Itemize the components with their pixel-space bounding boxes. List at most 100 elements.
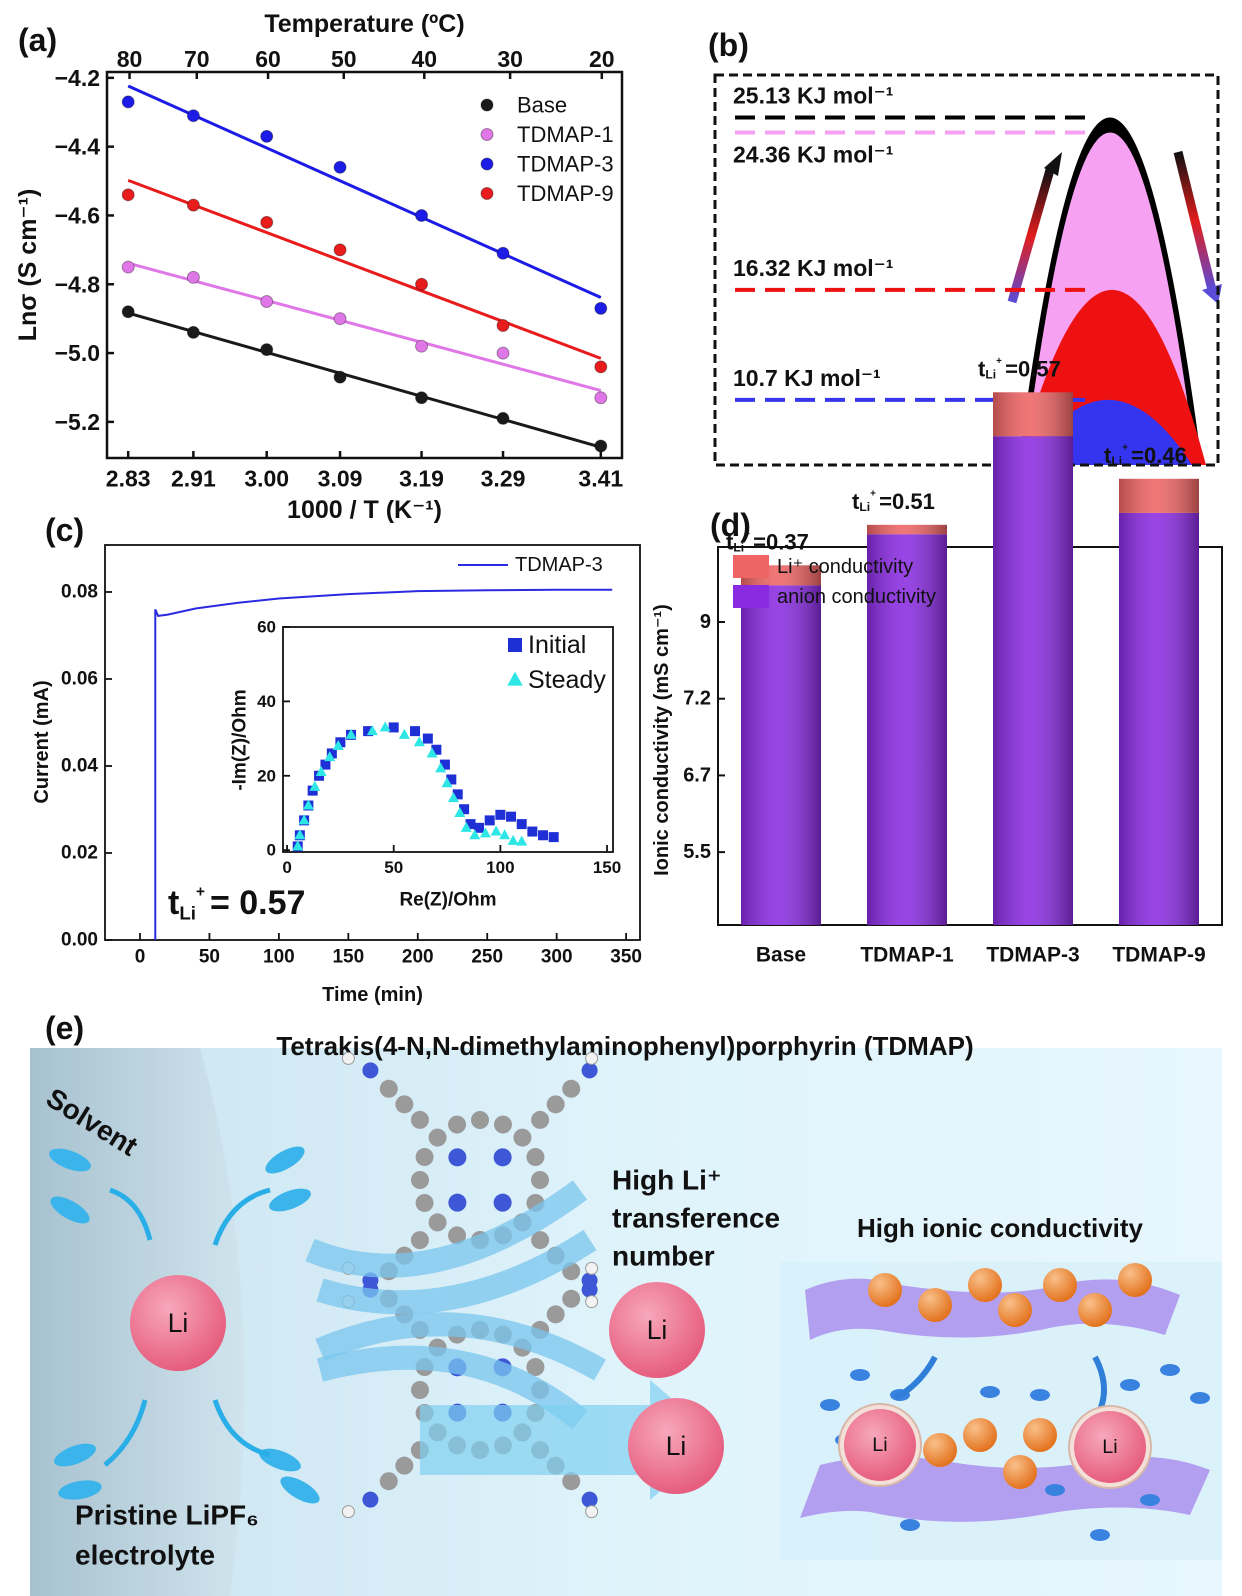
data-point <box>506 812 516 822</box>
atom <box>582 1062 598 1078</box>
atom <box>494 1194 512 1212</box>
legend-label: TDMAP-9 <box>517 181 614 206</box>
data-point <box>595 302 607 314</box>
annotation: tLi+=0.51 <box>852 488 935 514</box>
data-point <box>416 278 428 290</box>
annotation-subscript: Li <box>985 367 996 381</box>
annotation-text: = 0.57 <box>210 884 305 922</box>
legend-label: anion conductivity <box>777 586 936 608</box>
y-tick-label: −4.8 <box>55 271 101 297</box>
data-point <box>538 830 548 840</box>
atom <box>362 1062 378 1078</box>
data-point <box>416 340 428 352</box>
annotation: tLi+= 0.57 <box>168 883 305 923</box>
atom <box>562 1080 580 1098</box>
pristine-electrolyte: electrolyte <box>75 1540 215 1571</box>
data-point <box>527 827 537 837</box>
x-tick-label: TDMAP-9 <box>1112 944 1205 967</box>
anion <box>900 1519 920 1531</box>
charge-carrier <box>968 1268 1002 1302</box>
atom <box>582 1492 598 1508</box>
y-tick-label: −5.2 <box>55 409 100 435</box>
inset-background <box>283 627 613 852</box>
annotation-text: =0.57 <box>1005 356 1061 381</box>
data-point <box>485 815 495 825</box>
data-point <box>497 320 509 332</box>
annotation-subscript: Li <box>733 540 744 554</box>
x-tick-label: 250 <box>471 947 503 968</box>
atom <box>380 1080 398 1098</box>
x-tick-label: 3.09 <box>318 466 363 492</box>
x2-tick-label: 70 <box>184 46 210 72</box>
atom <box>547 1305 565 1323</box>
atom <box>531 1171 549 1189</box>
atom <box>547 1095 565 1113</box>
x-tick-label: 300 <box>541 947 573 968</box>
data-point <box>497 247 509 259</box>
data-point <box>187 326 199 338</box>
x-tick-label: 50 <box>199 947 220 968</box>
annotation-text: =0.46 <box>1131 442 1187 467</box>
y-tick-label: 60 <box>257 618 276 637</box>
charge-carrier <box>923 1433 957 1467</box>
atom <box>513 1129 531 1147</box>
atom <box>395 1457 413 1475</box>
legend-label: Steady <box>528 666 606 694</box>
y-tick-label: −4.6 <box>55 202 100 228</box>
data-point <box>334 313 346 325</box>
data-point <box>122 306 134 318</box>
y-tick-label: −5.0 <box>55 340 100 366</box>
data-point <box>334 244 346 256</box>
legend-marker <box>481 158 493 170</box>
annotation-text: =0.37 <box>753 529 809 554</box>
atom <box>586 1262 598 1274</box>
x-tick-label: 100 <box>263 947 295 968</box>
inset-y-axis-title: -Im(Z)/Ohm <box>230 689 251 790</box>
legend-label: TDMAP-3 <box>517 152 614 177</box>
annotation-superscript: + <box>744 528 750 539</box>
anion <box>1030 1389 1050 1401</box>
annotation-superscript: + <box>996 355 1002 366</box>
data-point <box>187 271 199 283</box>
y-tick-label: 0 <box>267 841 276 860</box>
annotation-superscript: + <box>1122 442 1128 453</box>
annotation-superscript: + <box>196 883 205 900</box>
x2-axis-title: Temperature (ºC) <box>264 10 464 38</box>
fit-line <box>128 263 601 390</box>
high-li-transference: number <box>612 1241 715 1272</box>
charge-carrier <box>1118 1263 1152 1297</box>
x-tick-label: 3.41 <box>578 466 623 492</box>
legend-marker <box>481 99 493 111</box>
atom <box>416 1194 434 1212</box>
legend-label: TDMAP-1 <box>517 122 614 147</box>
data-point <box>410 726 420 736</box>
x-tick-label: 150 <box>332 947 364 968</box>
x2-tick-label: 20 <box>589 46 615 72</box>
y-tick-label: 6.7 <box>683 764 711 786</box>
panel-label: (a) <box>18 22 57 58</box>
anion <box>850 1369 870 1381</box>
atom <box>342 1506 354 1518</box>
atom <box>531 1111 549 1129</box>
x-tick-label: 2.83 <box>106 466 151 492</box>
legend-label: Base <box>517 93 567 118</box>
legend-swatch <box>733 555 769 578</box>
data-point <box>261 344 273 356</box>
data-point <box>497 347 509 359</box>
high-li-transference: High Li⁺ <box>612 1165 722 1196</box>
atom <box>416 1148 434 1166</box>
bar-shade <box>993 392 1073 436</box>
atom <box>586 1506 598 1518</box>
charge-carrier <box>1003 1455 1037 1489</box>
atom <box>395 1095 413 1113</box>
charge-carrier <box>868 1273 902 1307</box>
annotation-subscript: Li <box>859 500 870 514</box>
high-li-transference: transference <box>612 1203 780 1234</box>
x2-tick-label: 80 <box>117 46 143 72</box>
atom <box>411 1231 429 1249</box>
y-axis-title: Current (mA) <box>31 680 53 803</box>
energy-label: 16.32 KJ mol⁻¹ <box>733 255 893 281</box>
y-tick-label: 0.04 <box>61 755 98 776</box>
y-tick-label: 0.06 <box>61 668 98 689</box>
data-point <box>122 189 134 201</box>
